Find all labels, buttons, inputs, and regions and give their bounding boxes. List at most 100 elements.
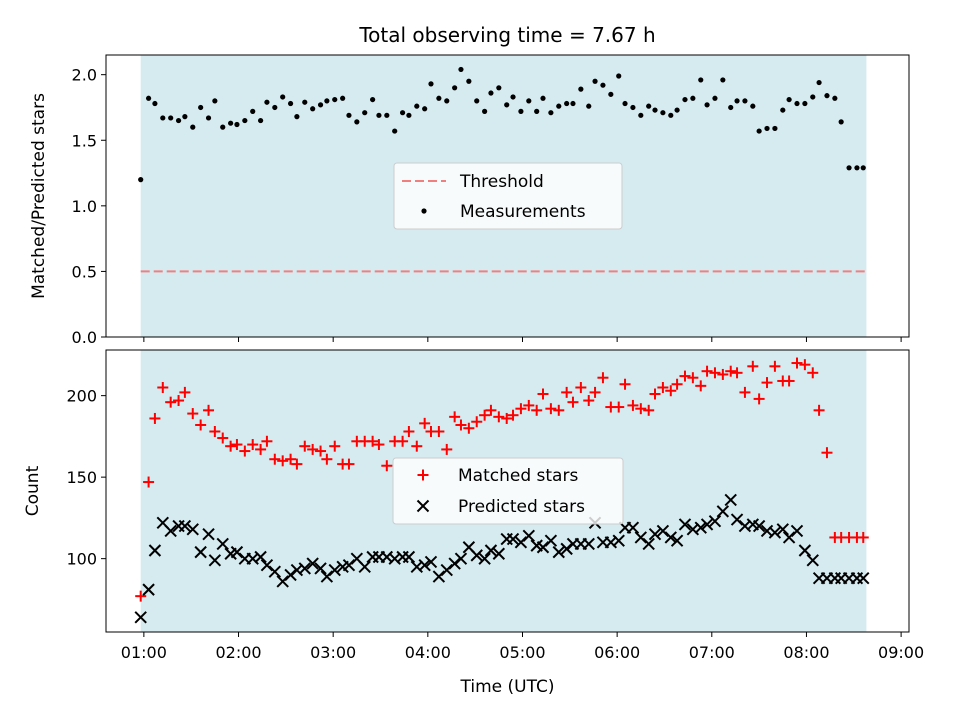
matched-star-point — [783, 375, 795, 387]
x-ticks-top — [143, 337, 902, 342]
measurement-point — [734, 98, 740, 104]
panel-ratio: 0.0 0.5 1.0 1.5 2.0 Total observing time = 7… — [29, 23, 910, 347]
y-tick-label: 150 — [66, 468, 97, 487]
measurement-point — [832, 95, 838, 101]
measurement-point — [712, 95, 718, 101]
legend-box-bottom — [392, 457, 624, 525]
measurement-point — [720, 77, 726, 83]
matched-star-point — [321, 453, 333, 465]
matched-star-point — [329, 440, 341, 452]
measurement-point — [592, 78, 598, 84]
predicted-star-point — [216, 537, 229, 551]
matched-star-point — [627, 399, 639, 411]
matched-star-point — [747, 360, 759, 372]
measurement-point — [578, 86, 584, 92]
matched-stars-series — [135, 357, 869, 602]
matched-star-point — [493, 411, 505, 423]
matched-star-point — [403, 426, 415, 438]
matched-star-point — [165, 396, 177, 408]
predicted-star-point — [306, 557, 319, 570]
matched-star-point — [373, 439, 385, 451]
measurement-point — [324, 98, 330, 104]
predicted-star-point — [612, 534, 625, 547]
measurement-point — [152, 100, 158, 107]
y-tick-label: 1.5 — [72, 131, 97, 150]
y-ticks-bottom: 100 150 200 — [66, 387, 106, 569]
predicted-star-point — [626, 521, 640, 534]
measurement-point — [510, 94, 516, 100]
measurement-point — [786, 96, 792, 103]
measurement-point — [175, 117, 182, 124]
predicted-star-point — [358, 560, 371, 574]
legend-bottom: Matched stars Predicted stars — [392, 457, 624, 525]
measurements-series — [138, 66, 866, 183]
matched-star-point — [649, 388, 661, 400]
measurement-point — [742, 98, 748, 104]
measurement-point — [317, 102, 324, 108]
measurement-point — [824, 93, 830, 99]
matched-star-point — [471, 416, 483, 428]
x-tick-label: 05:00 — [499, 643, 545, 662]
predicted-star-point — [790, 524, 804, 538]
matched-star-point — [381, 460, 393, 472]
matched-star-point — [277, 455, 289, 467]
x-ticks-bottom: 01:00 02:00 03:00 04:00 05:00 06:00 07:00 08:00… — [121, 632, 924, 662]
predicted-star-point — [806, 554, 819, 567]
measurement-point — [474, 98, 480, 104]
legend-matched-swatch — [417, 469, 429, 481]
measurement-point — [362, 110, 368, 116]
y-tick-label: 0.5 — [72, 262, 97, 281]
legend-threshold-label: Threshold — [459, 172, 544, 192]
y-axis-label-top: Matched/Predicted stars — [29, 93, 49, 299]
measurement-point — [406, 112, 412, 118]
matched-star-point — [217, 432, 229, 444]
predicted-star-point — [700, 518, 714, 531]
predicted-star-point — [694, 521, 707, 534]
matched-star-point — [769, 360, 781, 372]
measurement-point — [250, 108, 256, 114]
matched-star-point — [269, 453, 281, 465]
y-tick-label: 0.0 — [72, 328, 97, 347]
legend-predicted-label: Predicted stars — [458, 497, 585, 517]
matched-star-point — [441, 443, 453, 455]
measurement-point — [258, 117, 264, 124]
matched-star-point — [613, 401, 625, 413]
predicted-star-point — [298, 562, 311, 575]
measurement-point — [287, 100, 294, 107]
predicted-star-point — [798, 544, 812, 557]
matched-star-point — [553, 404, 565, 416]
matched-star-point — [537, 388, 549, 400]
matched-star-point — [695, 380, 707, 392]
predicted-star-point — [582, 537, 595, 551]
matched-star-point — [179, 386, 191, 398]
matched-star-point — [731, 367, 743, 379]
predicted-star-point — [492, 547, 506, 560]
measurement-point — [698, 77, 704, 83]
x-tick-label: 01:00 — [121, 643, 167, 662]
matched-star-point — [561, 386, 573, 398]
measurement-point — [854, 165, 860, 171]
measurement-point — [332, 96, 338, 103]
predicted-star-point — [768, 526, 782, 539]
x-axis-label: Time (UTC) — [460, 677, 555, 697]
measurement-point — [168, 115, 174, 121]
matched-star-point — [247, 439, 259, 451]
measurement-point — [646, 103, 652, 109]
x-tick-label: 02:00 — [215, 643, 261, 662]
predicted-stars-series — [134, 493, 870, 624]
predicted-star-point — [194, 545, 207, 559]
measurement-point — [340, 95, 346, 101]
matched-star-point — [813, 404, 825, 416]
matched-star-point — [545, 403, 557, 415]
matched-star-point — [307, 443, 319, 455]
matched-star-point — [575, 381, 587, 393]
legend-top: Threshold Measurements — [393, 162, 623, 230]
matched-star-point — [515, 403, 527, 415]
predicted-star-point — [448, 557, 461, 570]
predicted-star-point — [724, 493, 737, 507]
legend-x-marker — [416, 499, 430, 513]
measurement-point — [600, 82, 606, 88]
measurement-point — [205, 115, 212, 121]
matched-star-point — [315, 445, 327, 457]
legend-matched-label: Matched stars — [458, 466, 578, 486]
